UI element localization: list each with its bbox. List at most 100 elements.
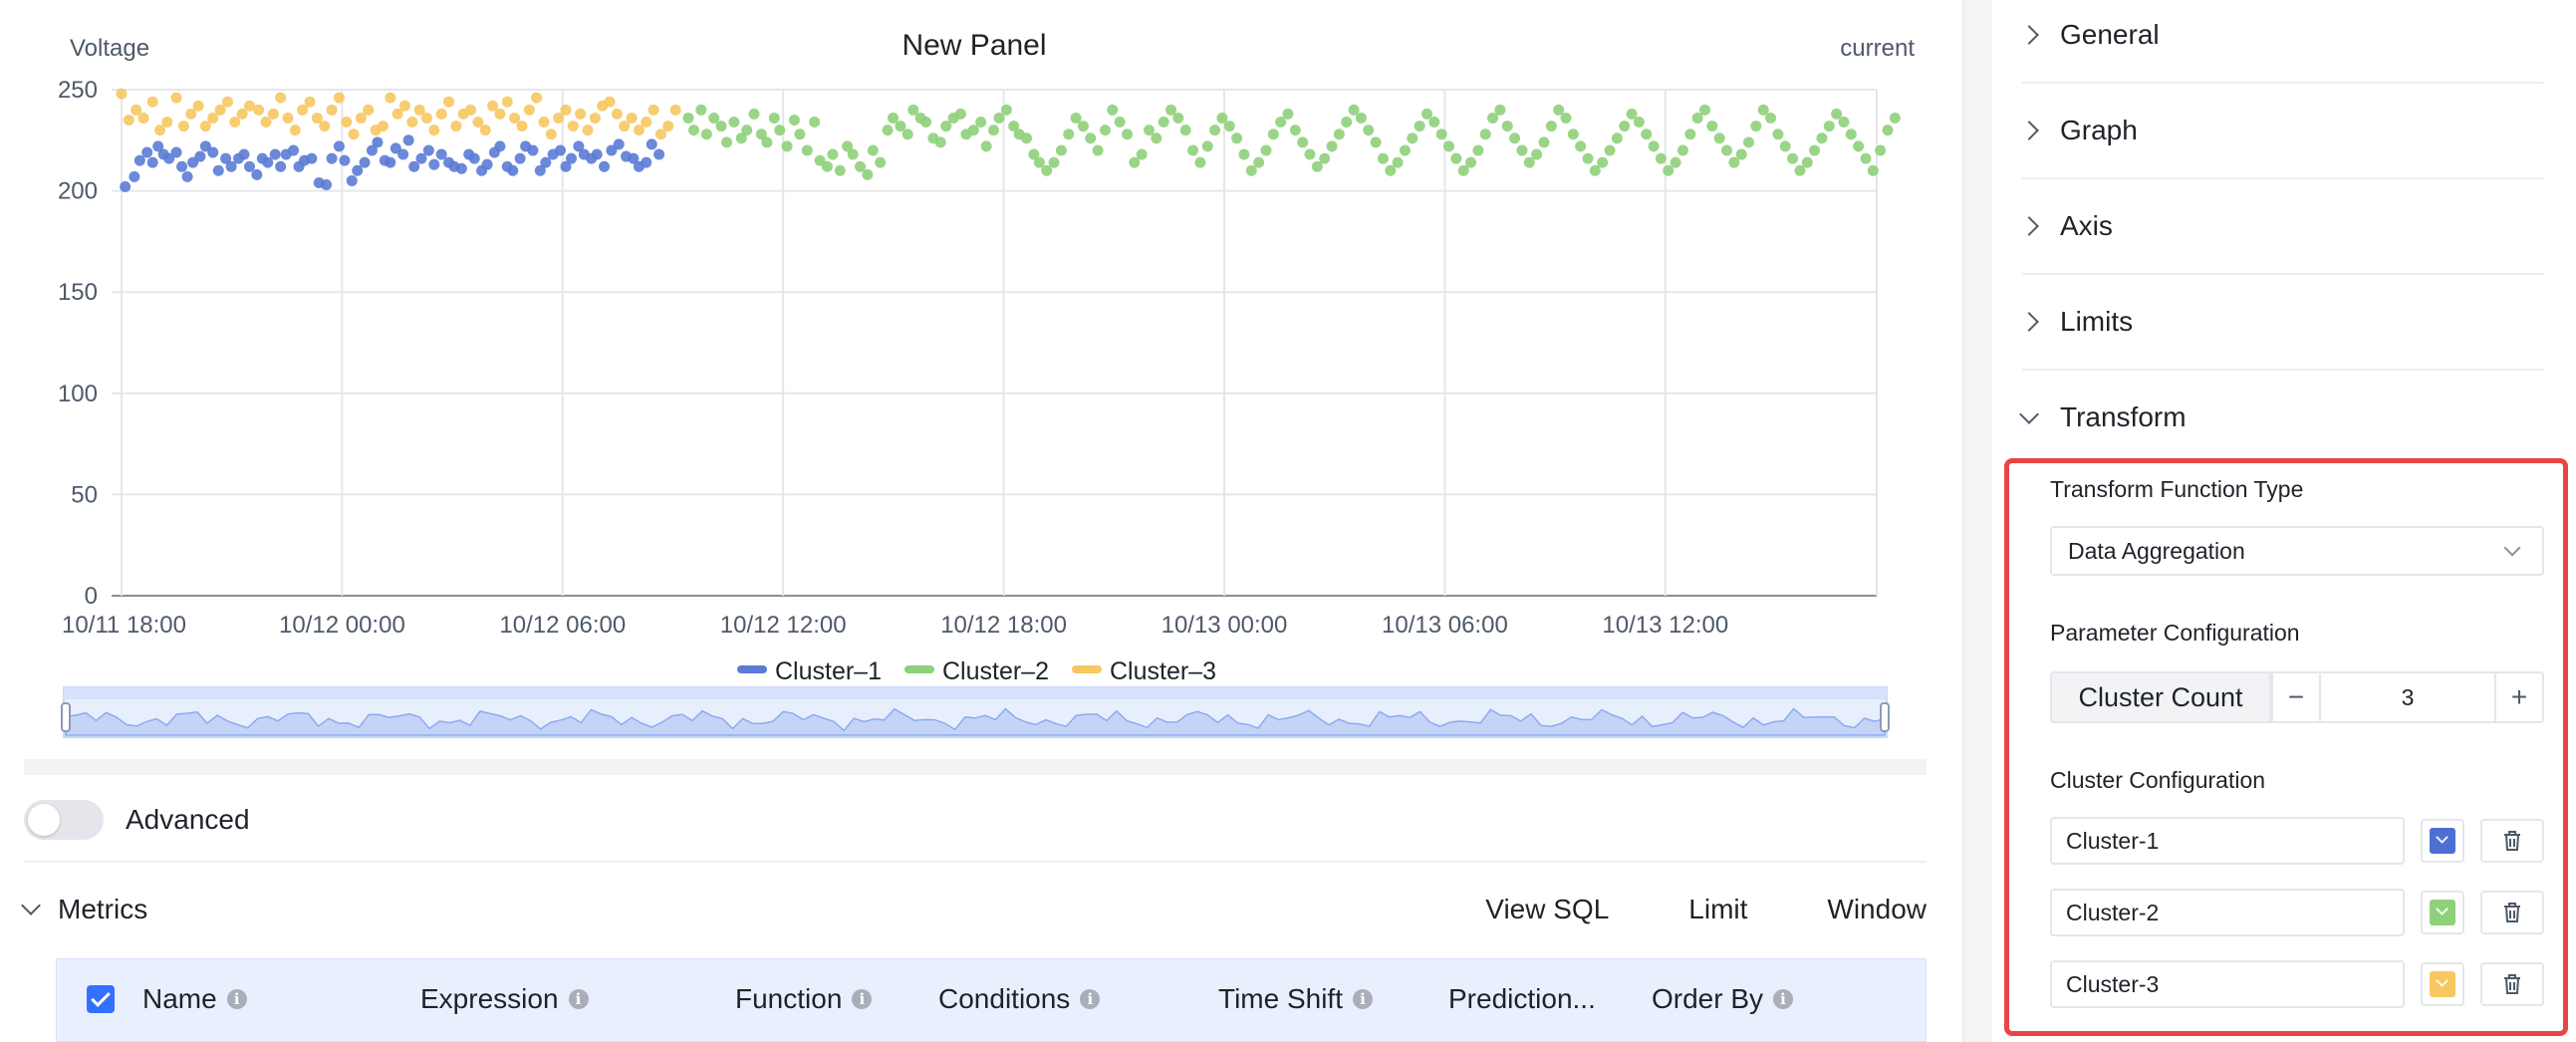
data-point [1289,125,1301,136]
data-point [352,164,364,176]
data-point [774,125,786,136]
data-point [422,144,434,156]
chevron-down-icon [2503,539,2521,557]
transform-type-select[interactable]: Data Aggregation [2050,526,2544,576]
data-point [1860,152,1872,164]
data-point [1333,129,1345,140]
data-point [980,140,992,152]
cluster-name-input[interactable]: Cluster-1 [2050,817,2405,865]
divider [24,861,1927,863]
x-tick-label: 10/12 12:00 [720,612,847,639]
data-point [501,96,513,108]
data-point [967,125,979,136]
time-range-slider[interactable] [61,686,1890,738]
trash-icon [2504,903,2520,922]
info-icon[interactable]: i [568,989,589,1009]
slider-handle-right [1880,702,1890,732]
data-point [1794,164,1806,176]
data-point [1209,125,1221,136]
data-point [1676,144,1688,156]
data-point [359,156,371,168]
data-point [814,154,826,166]
x-tick-label: 10/11 18:00 [62,612,186,639]
data-point [1297,136,1309,148]
delete-cluster-button[interactable] [2480,819,2544,863]
view-sql-button[interactable]: View SQL [1485,894,1610,924]
increment-button[interactable]: + [2494,671,2544,723]
data-point [1282,108,1294,120]
cluster-name-input[interactable]: Cluster-3 [2050,960,2405,1008]
data-point [269,148,281,160]
data-point [531,92,543,104]
data-point [385,156,396,168]
data-point [1809,144,1821,156]
data-point [687,125,699,136]
data-point [415,152,427,164]
data-point [1553,104,1565,116]
cluster-color-picker[interactable] [2421,962,2464,1006]
col-conditions-label: Conditions [938,983,1071,1014]
data-point [253,104,265,116]
cluster-color-picker[interactable] [2421,891,2464,934]
data-point [821,160,833,172]
limit-button[interactable]: Limit [1688,894,1748,924]
data-point [1021,132,1033,144]
data-point [141,146,153,158]
metrics-title[interactable]: Metrics [58,894,148,924]
info-icon[interactable]: i [226,989,247,1009]
data-point [275,160,287,172]
data-point [1684,129,1696,140]
window-button[interactable]: Window [1827,894,1927,924]
data-point [1238,148,1250,160]
cluster-count-input[interactable]: 3 [2321,671,2494,723]
slider-handle-left [61,702,71,732]
panel-divider[interactable] [1962,0,1992,1042]
section-axis[interactable]: Axis [2019,179,2544,275]
data-point [455,162,467,174]
settings-panel: General Graph Axis Limits Transform Tran… [1992,0,2576,1042]
data-point [1304,148,1316,160]
decrement-button[interactable]: − [2271,671,2321,723]
data-point [487,100,499,112]
data-point [133,154,145,166]
data-point [1348,104,1360,116]
data-point [1275,117,1287,129]
section-transform[interactable]: Transform [2019,371,2544,464]
chevron-right-icon [2019,312,2039,332]
chevron-down-icon[interactable] [21,896,41,915]
section-general[interactable]: General [2019,0,2544,84]
data-point [1472,144,1484,156]
data-point [1033,156,1045,168]
info-icon[interactable]: i [1080,989,1101,1009]
cluster-name-input[interactable]: Cluster-2 [2050,889,2405,936]
data-point [260,117,272,129]
info-icon[interactable]: i [1353,989,1373,1009]
legend-swatch [1072,665,1102,673]
data-point [934,136,946,148]
delete-cluster-button[interactable] [2480,962,2544,1006]
data-point [1041,164,1053,176]
data-point [229,117,241,129]
data-point [450,121,462,132]
delete-cluster-button[interactable] [2480,891,2544,934]
section-graph[interactable]: Graph [2019,84,2544,179]
data-point [161,117,173,129]
data-point [326,152,338,164]
data-point [1085,132,1097,144]
data-point [170,146,182,158]
data-point [333,140,345,152]
cluster-color-picker[interactable] [2421,819,2464,863]
data-point [1670,156,1681,168]
info-icon[interactable]: i [852,989,873,1009]
data-point [888,112,900,124]
section-limits[interactable]: Limits [2019,275,2544,371]
advanced-toggle[interactable] [24,800,104,840]
info-icon[interactable]: i [1773,989,1794,1009]
data-point [741,125,753,136]
select-all-checkbox[interactable] [87,985,115,1013]
data-point [1136,148,1148,160]
data-point [1420,108,1432,120]
legend-label: Cluster–2 [942,657,1049,685]
data-point [1144,125,1156,136]
data-point [633,125,644,136]
